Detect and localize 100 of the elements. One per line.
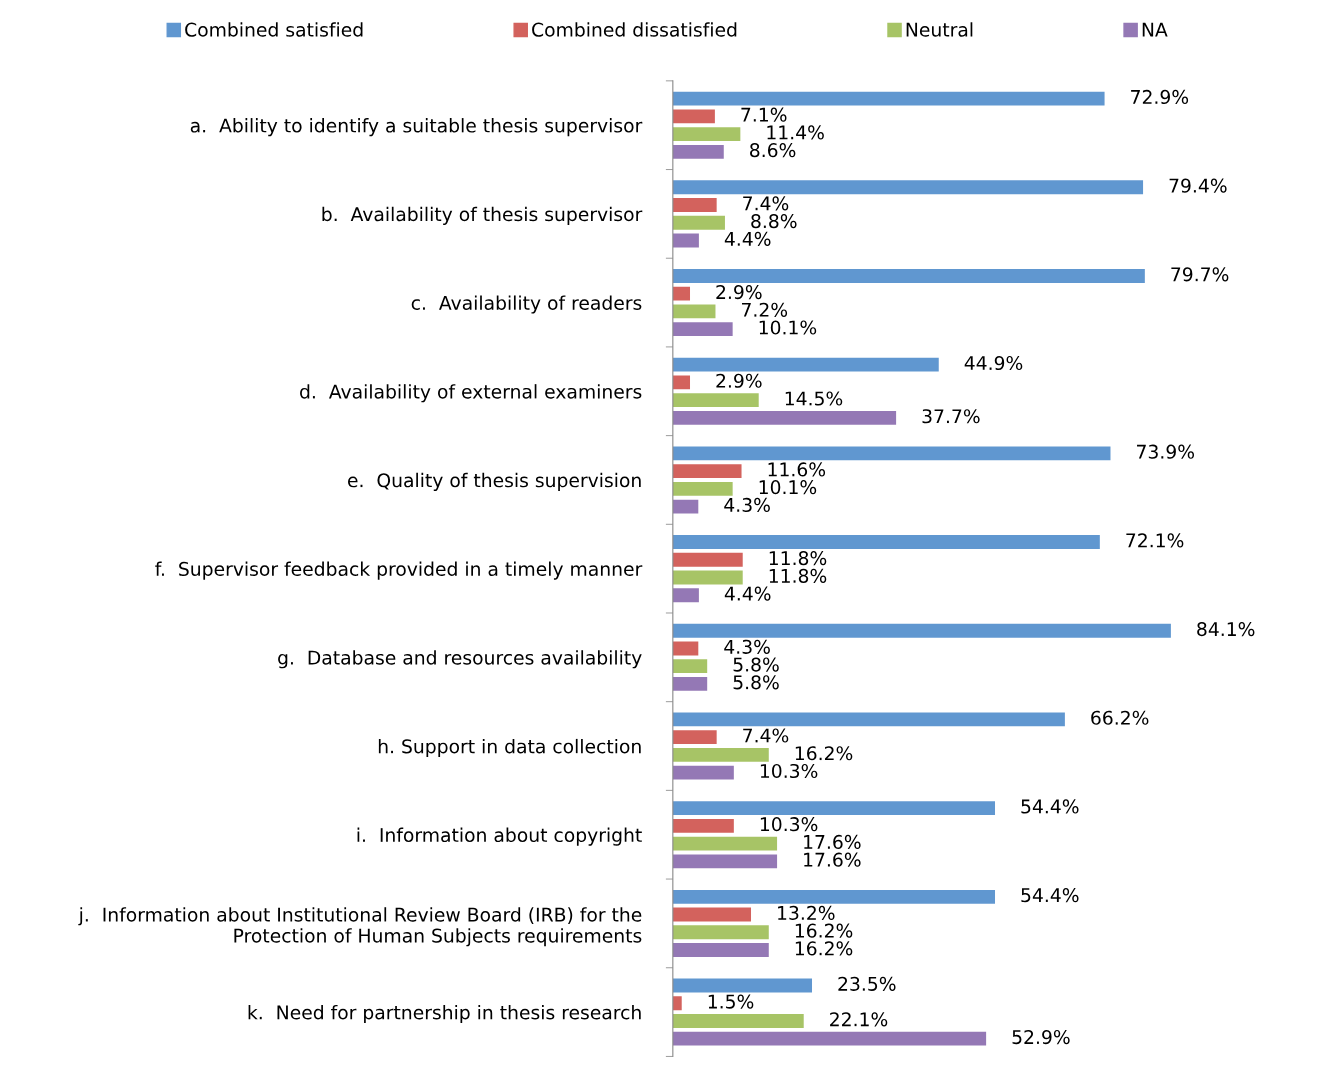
data-label: 4.3%	[724, 497, 770, 512]
bar	[672, 322, 733, 337]
bar	[672, 535, 1100, 549]
bar	[672, 499, 699, 514]
bar	[672, 730, 717, 745]
legend-label: Combined satisfied	[185, 22, 363, 37]
data-label: 66.2%	[1091, 710, 1149, 725]
y-tick-label: i. Information about copyright	[357, 827, 642, 846]
data-label: 8.8%	[751, 214, 797, 229]
data-label: 79.4%	[1169, 178, 1227, 193]
bar	[672, 925, 769, 940]
y-tick-label: k. Need for partnership in thesis research	[248, 1004, 641, 1024]
data-label: 4.4%	[724, 586, 771, 601]
data-label: 5.8%	[733, 657, 779, 672]
bar	[672, 1014, 804, 1028]
bar	[672, 481, 733, 496]
bar	[672, 446, 1111, 461]
bar	[672, 712, 1065, 727]
y-tick-label: c. Availability of readers	[411, 295, 642, 314]
data-label: 11.8%	[769, 551, 827, 566]
data-label: 16.2%	[795, 923, 853, 938]
bar	[672, 889, 996, 904]
data-label: 10.3%	[760, 763, 818, 779]
bar	[672, 286, 691, 301]
data-label: 1.5%	[708, 994, 754, 1009]
data-label: 13.2%	[778, 905, 835, 920]
data-label: 23.5%	[838, 976, 896, 991]
legend-label: Combined dissatisfied	[532, 22, 737, 37]
bar	[672, 677, 708, 691]
y-tick-label: g. Database and resources availability	[278, 650, 642, 669]
data-label: 16.2%	[795, 746, 853, 761]
bar	[672, 375, 691, 390]
bar	[672, 215, 725, 230]
bar	[672, 747, 769, 762]
data-label: 14.5%	[785, 391, 843, 406]
bar	[672, 765, 734, 780]
y-tick-label: h. Support in data collection	[378, 738, 641, 758]
bar	[672, 304, 716, 319]
data-label: 10.3%	[760, 817, 818, 832]
bar	[672, 996, 682, 1011]
data-label: 11.6%	[768, 462, 826, 477]
bar	[672, 978, 813, 993]
bar	[672, 464, 742, 478]
data-label: 5.8%	[733, 675, 779, 690]
bar	[672, 641, 699, 656]
y-tick-label: j. Information about Institutional Review Board (IRB) for the Protection of Human Subjects requirements	[78, 907, 642, 947]
legend-label: NA	[1142, 22, 1168, 37]
bar	[672, 588, 699, 603]
bar	[672, 410, 897, 425]
data-label: 84.1%	[1197, 621, 1255, 637]
data-label: 72.9%	[1131, 89, 1189, 105]
legend-label: Neutral	[906, 22, 973, 37]
bar	[672, 393, 759, 408]
data-label: 22.1%	[830, 1012, 888, 1027]
bar	[672, 552, 743, 567]
data-label: 79.7%	[1171, 267, 1229, 282]
data-label: 54.4%	[1021, 888, 1079, 903]
bar	[672, 1031, 987, 1046]
bar	[672, 109, 715, 124]
bar	[672, 623, 1171, 638]
bar	[672, 836, 778, 851]
data-label: 10.1%	[759, 480, 817, 495]
data-label: 17.6%	[804, 852, 861, 867]
bar	[672, 943, 769, 957]
bar	[672, 127, 741, 141]
data-label: 11.8%	[769, 568, 827, 583]
data-label: 10.1%	[759, 320, 817, 335]
data-label: 7.1%	[741, 107, 787, 122]
data-label: 7.4%	[743, 728, 789, 743]
y-tick-label: a. Ability to identify a suitable thesis supervisor	[190, 118, 643, 137]
bar	[672, 91, 1105, 106]
data-label: 2.9%	[716, 284, 762, 300]
data-label: 16.2%	[795, 941, 853, 956]
data-label: 54.4%	[1021, 799, 1079, 814]
bar	[672, 659, 708, 674]
data-label: 4.4%	[724, 231, 771, 246]
data-label: 52.9%	[1012, 1029, 1070, 1045]
data-label: 4.3%	[724, 639, 770, 654]
y-tick-label: d. Availability of external examiners	[300, 384, 642, 403]
data-label: 72.1%	[1126, 533, 1184, 548]
data-label: 73.9%	[1137, 444, 1195, 459]
data-label: 11.4%	[767, 125, 824, 140]
bar	[672, 907, 752, 922]
bar	[672, 570, 743, 585]
y-tick-label: e. Quality of thesis supervision	[348, 472, 641, 491]
bar	[672, 198, 717, 212]
bar	[672, 818, 734, 833]
bar	[672, 180, 1144, 195]
bar	[672, 801, 996, 816]
y-tick-label: f. Supervisor feedback provided in a timely manner	[155, 561, 643, 580]
data-label: 7.4%	[743, 196, 789, 211]
y-tick-label: b. Availability of thesis supervisor	[322, 206, 643, 225]
data-label: 44.9%	[964, 355, 1023, 371]
data-label: 2.9%	[716, 373, 762, 388]
data-label: 8.6%	[750, 143, 796, 158]
bar	[672, 144, 724, 159]
data-label: 17.6%	[804, 834, 861, 850]
bar	[672, 854, 778, 869]
bar	[672, 269, 1145, 283]
bar	[672, 233, 699, 248]
